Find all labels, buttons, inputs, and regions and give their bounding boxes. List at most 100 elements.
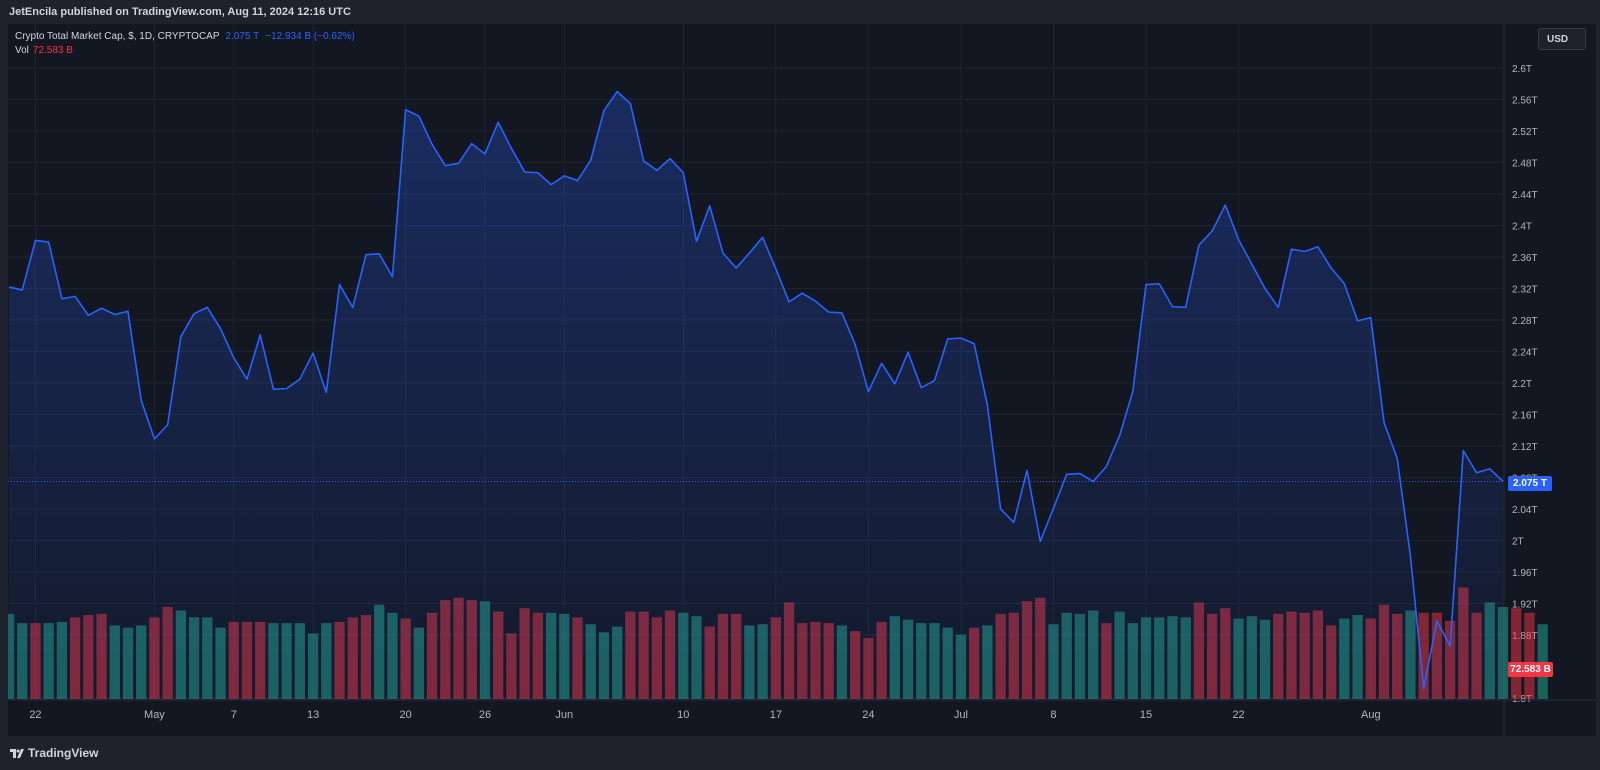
data-point: [87, 314, 89, 316]
data-point: [153, 438, 155, 440]
data-point: [193, 313, 195, 315]
data-point: [1436, 620, 1438, 622]
data-point: [180, 335, 182, 337]
x-axis-tick-label: 20: [400, 709, 412, 721]
y-axis-tick-label: 2.04T: [1512, 505, 1538, 516]
data-point: [523, 171, 525, 173]
y-axis-tick-label: 2.24T: [1512, 348, 1538, 359]
y-axis-tick-label: 2.32T: [1512, 285, 1538, 296]
data-point: [1132, 390, 1134, 392]
data-point: [127, 310, 129, 312]
data-point: [986, 404, 988, 406]
data-point: [1462, 450, 1464, 452]
x-axis-tick-label: 22: [1232, 709, 1244, 721]
data-point: [642, 160, 644, 162]
data-point: [695, 240, 697, 242]
y-axis-tick-label: 2.44T: [1512, 190, 1538, 201]
legend-volume-value: 72.583 B: [32, 45, 73, 56]
legend-change: −12.934 B (−0.62%): [265, 31, 355, 42]
x-axis-tick-label: 26: [479, 709, 491, 721]
data-point: [590, 159, 592, 161]
data-point: [960, 337, 962, 339]
volume-bar: [1537, 624, 1548, 699]
x-axis-tick-label: 17: [770, 709, 782, 721]
data-point: [391, 275, 393, 277]
data-point: [74, 295, 76, 297]
data-point: [563, 175, 565, 177]
data-point: [457, 162, 459, 164]
area-fill: [9, 91, 1503, 700]
data-point: [761, 236, 763, 238]
data-point: [1343, 283, 1345, 285]
legend-last-price: 2.075 T: [225, 31, 260, 42]
data-point: [510, 147, 512, 149]
x-axis-tick-label: Aug: [1361, 709, 1381, 721]
data-point: [1422, 687, 1424, 689]
legend-volume-row[interactable]: Vol 72.583 B: [15, 44, 355, 58]
last-price-tag: 2.075 T: [1508, 476, 1552, 491]
price-line[interactable]: [8, 90, 1504, 690]
data-point: [338, 283, 340, 285]
currency-button[interactable]: USD: [1538, 28, 1586, 50]
data-point: [735, 267, 737, 269]
x-axis-tick-label: 8: [1050, 709, 1056, 721]
data-point: [788, 301, 790, 303]
x-axis-tick-label: 13: [307, 709, 319, 721]
data-point: [814, 300, 816, 302]
data-point: [1396, 457, 1398, 459]
volume-bar: [1418, 612, 1429, 699]
x-axis-tick-label: 15: [1140, 709, 1152, 721]
y-axis-tick-label: 2.56T: [1512, 96, 1538, 107]
y-axis-tick-label: 2T: [1512, 537, 1524, 548]
data-point: [616, 90, 618, 92]
legend-main-row[interactable]: Crypto Total Market Cap, $, 1D, CRYPTOCA…: [15, 30, 355, 44]
x-axis-tick-label: 7: [231, 709, 237, 721]
y-axis-tick-label: 2.48T: [1512, 159, 1538, 170]
x-axis-tick-label: Jun: [555, 709, 573, 721]
volume-bar: [1524, 612, 1535, 699]
legend-volume-label: Vol: [15, 45, 29, 56]
data-point: [775, 268, 777, 270]
data-point: [47, 241, 49, 243]
y-axis-tick-label: 2.12T: [1512, 442, 1538, 453]
data-point: [418, 115, 420, 117]
data-point: [484, 153, 486, 155]
data-point: [1145, 283, 1147, 285]
data-point: [352, 306, 354, 308]
data-point: [841, 312, 843, 314]
tradingview-logo[interactable]: TradingView: [10, 746, 98, 760]
data-point: [907, 351, 909, 353]
data-point: [1317, 246, 1319, 248]
x-axis-tick-label: 10: [677, 709, 689, 721]
data-point: [933, 379, 935, 381]
data-point: [114, 313, 116, 315]
data-point: [1502, 480, 1504, 482]
data-point: [1264, 287, 1266, 289]
data-point: [880, 362, 882, 364]
data-point: [576, 179, 578, 181]
data-point: [140, 399, 142, 401]
data-point: [1052, 507, 1054, 509]
data-point: [1118, 435, 1120, 437]
data-point: [497, 121, 499, 123]
data-point: [1475, 472, 1477, 474]
data-point: [471, 142, 473, 144]
y-axis-tick-label: 1.92T: [1512, 600, 1538, 611]
x-axis-tick-label: 24: [862, 709, 874, 721]
data-point: [1449, 645, 1451, 647]
data-point: [550, 183, 552, 185]
data-point: [404, 109, 406, 111]
data-point: [34, 239, 36, 241]
data-point: [669, 157, 671, 159]
data-point: [828, 311, 830, 313]
chart-pane[interactable]: 2.6T 2.56T 2.52T 2.48T 2.44T 2.4T 2.36T 2.32T 2.…: [8, 24, 1596, 736]
data-point: [709, 205, 711, 207]
price-chart[interactable]: 2.6T 2.56T 2.52T 2.48T 2.44T 2.4T 2.36T 2.32T 2.…: [8, 24, 1596, 736]
data-point: [272, 388, 274, 390]
footer: TradingView: [0, 736, 1600, 770]
data-point: [854, 343, 856, 345]
data-point: [999, 508, 1001, 510]
data-point: [312, 352, 314, 354]
volume-bar: [1511, 608, 1522, 699]
data-point: [722, 252, 724, 254]
